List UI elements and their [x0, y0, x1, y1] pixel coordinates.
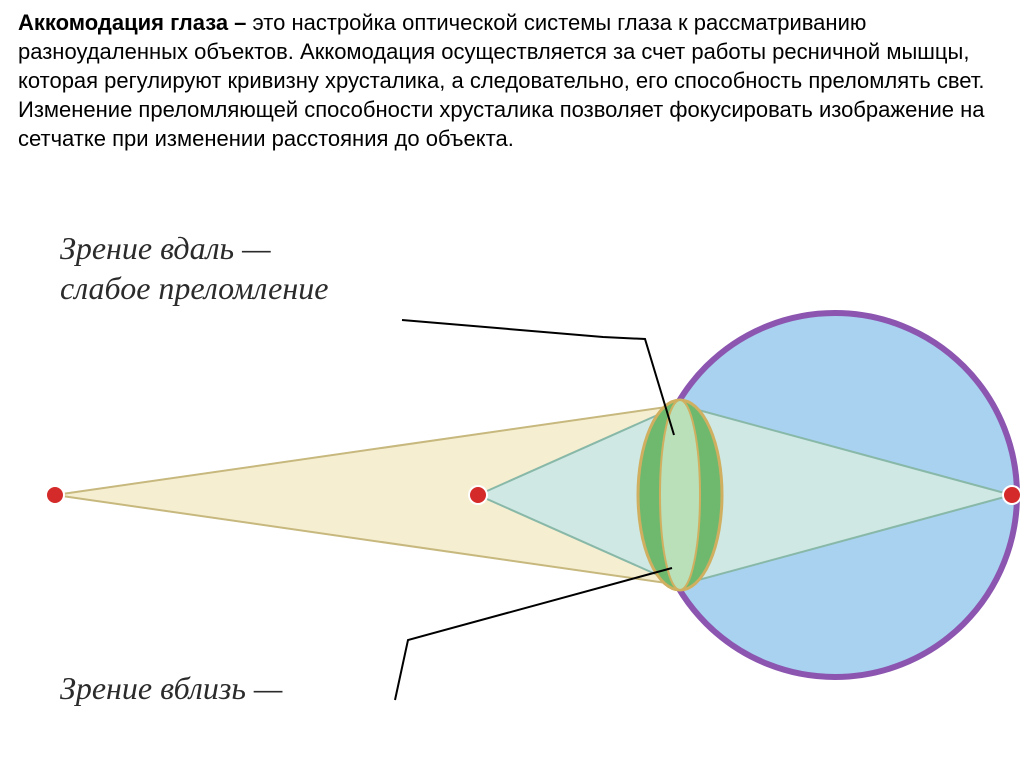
pointer-bottom	[395, 568, 672, 700]
definition-paragraph: Аккомодация глаза – это настройка оптиче…	[18, 8, 998, 153]
page: Аккомодация глаза – это настройка оптиче…	[0, 0, 1024, 767]
lens-slim	[660, 400, 700, 590]
dot-far	[46, 486, 64, 504]
dot-retina	[1003, 486, 1021, 504]
diagram-svg	[0, 210, 1024, 767]
term-bold: Аккомодация глаза –	[18, 10, 246, 35]
dot-near	[469, 486, 487, 504]
eye-accommodation-diagram: Зрение вдаль — слабое преломление Зрение…	[0, 210, 1024, 767]
